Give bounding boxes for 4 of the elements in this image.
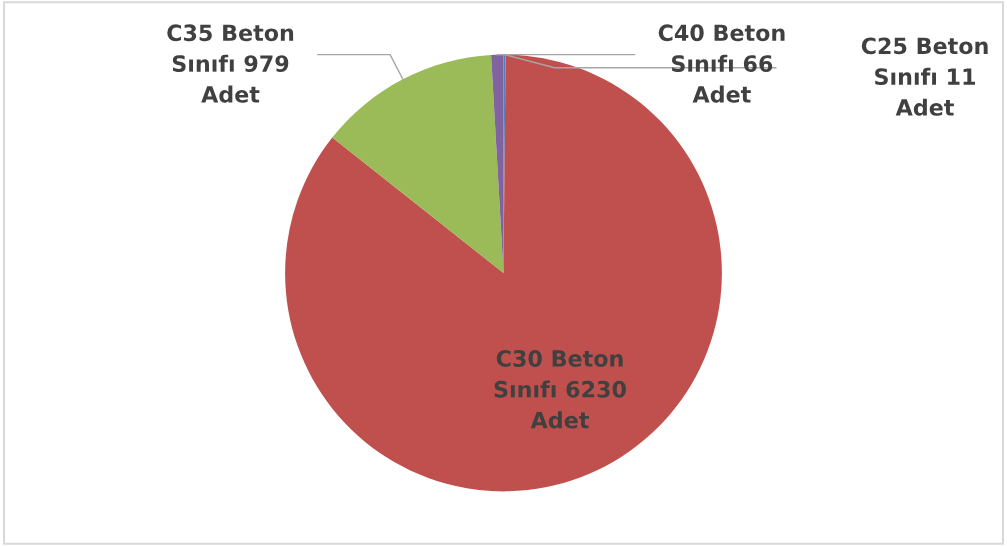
slice-label: C30 Beton Sınıfı 6230 Adet	[494, 350, 626, 429]
slice-label: C25 Beton Sınıfı 11 Adet	[861, 37, 988, 116]
slice-label: C40 Beton Sınıfı 66 Adet	[658, 24, 785, 103]
slice-label: C35 Beton Sınıfı 979 Adet	[167, 24, 294, 103]
